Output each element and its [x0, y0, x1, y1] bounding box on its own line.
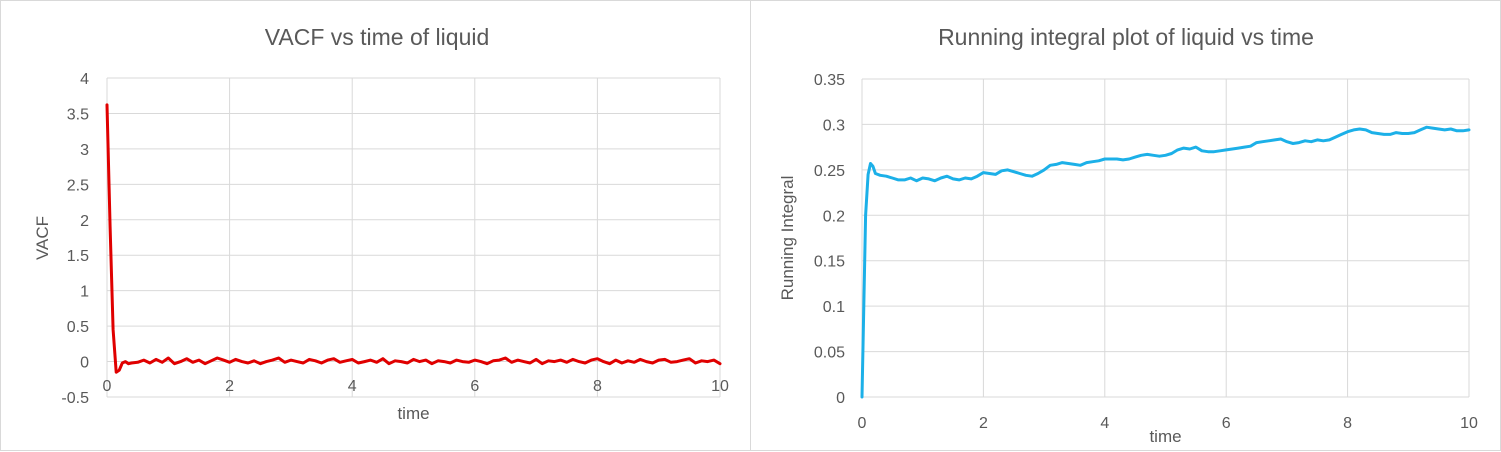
y-tick-label: 3.5 [67, 106, 89, 123]
y-tick-label: 0.15 [814, 254, 845, 271]
y-tick-label: 2.5 [67, 177, 89, 194]
x-tick-label: 0 [103, 378, 112, 395]
y-tick-label: 2 [80, 213, 89, 230]
y-tick-label: 0.25 [814, 163, 845, 180]
x-tick-label: 8 [593, 378, 602, 395]
x-tick-label: 0 [858, 415, 867, 432]
x-tick-label: 4 [1100, 415, 1109, 432]
x-tick-label: 2 [225, 378, 234, 395]
x-axis-label: time [397, 404, 429, 423]
y-tick-label: 0 [836, 390, 845, 407]
vacf-chart: VACF vs time of liquid -0.5 0 0.5 1 1.5 2 2.5 3 3… [33, 24, 729, 423]
running-integral-chart-panel: Running integral plot of liquid vs time 0… [750, 0, 1501, 451]
y-tick-label: -0.5 [61, 390, 89, 407]
y-tick-label: 0.3 [823, 117, 845, 134]
x-tick-label: 8 [1343, 415, 1352, 432]
y-tick-label: 1 [80, 284, 89, 301]
x-tick-label: 2 [979, 415, 988, 432]
chart-title: VACF vs time of liquid [265, 24, 490, 50]
y-tick-label: 1.5 [67, 248, 89, 265]
y-tick-label: 0.2 [823, 208, 845, 225]
x-axis-label: time [1149, 427, 1181, 446]
y-tick-label: 0.35 [814, 72, 845, 89]
x-tick-label: 6 [1222, 415, 1231, 432]
y-tick-label: 0.5 [67, 319, 89, 336]
x-tick-label: 4 [348, 378, 357, 395]
y-tick-label: 3 [80, 142, 89, 159]
y-tick-label: 0.1 [823, 299, 845, 316]
vacf-chart-panel: VACF vs time of liquid -0.5 0 0.5 1 1.5 2 2.5 3 3… [0, 0, 751, 451]
y-axis-label: VACF [33, 216, 52, 260]
x-tick-label: 6 [470, 378, 479, 395]
y-axis-label: Running Integral [778, 176, 797, 301]
x-tick-label: 10 [1460, 415, 1478, 432]
series-line [105, 103, 722, 374]
y-tick-label: 4 [80, 71, 89, 88]
running-integral-chart: Running integral plot of liquid vs time 0… [778, 24, 1478, 446]
series-line [860, 125, 1471, 399]
y-tick-label: 0 [80, 355, 89, 372]
x-tick-label: 10 [711, 378, 729, 395]
y-tick-label: 0.05 [814, 345, 845, 362]
chart-title: Running integral plot of liquid vs time [938, 24, 1314, 50]
